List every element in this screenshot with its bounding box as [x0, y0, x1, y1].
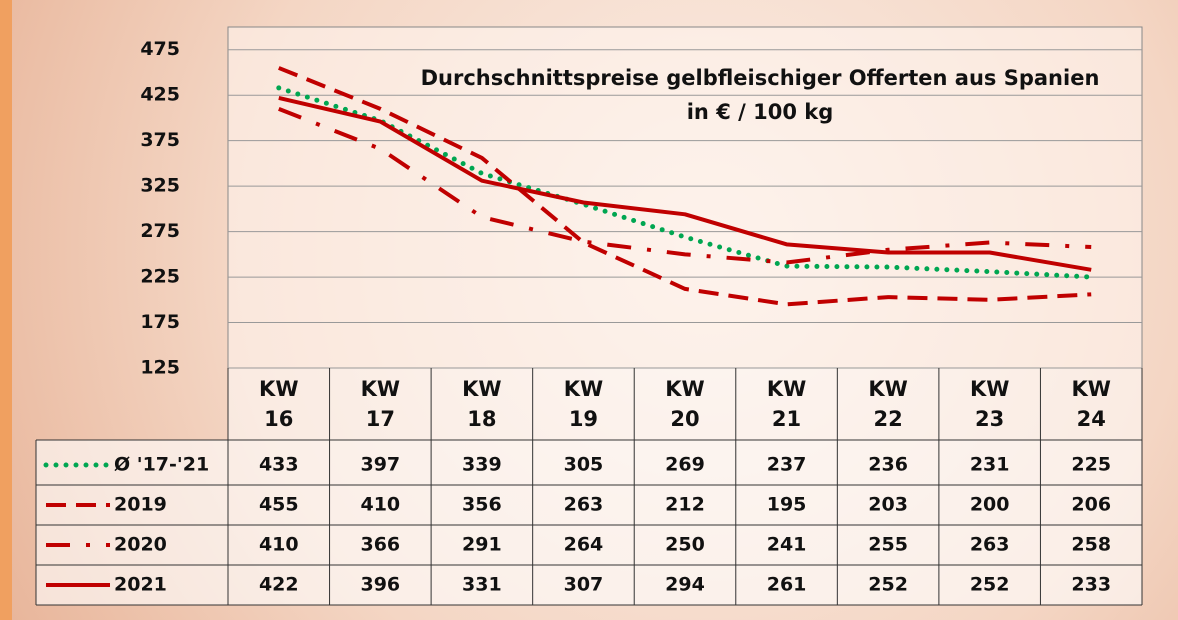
table-value: 305 [564, 454, 604, 476]
table-value: 212 [665, 494, 705, 516]
table-value: 250 [665, 534, 705, 556]
table-value: 233 [1071, 574, 1111, 596]
table-value: 231 [970, 454, 1010, 476]
table-header [228, 368, 1142, 440]
x-tick-label: KW 16 [259, 377, 299, 431]
x-tick-label: KW 24 [1071, 377, 1111, 431]
table-value: 252 [970, 574, 1010, 596]
legend-label: Ø '17-'21 [114, 454, 209, 476]
y-tick-label: 325 [140, 175, 180, 197]
table-value: 200 [970, 494, 1010, 516]
table-value: 331 [462, 574, 502, 596]
y-tick-label: 425 [140, 84, 180, 106]
y-tick-label: 275 [140, 220, 180, 242]
x-tick-label: KW 19 [563, 377, 604, 431]
y-tick-label: 375 [140, 129, 180, 151]
table-value: 396 [360, 574, 400, 596]
series-line [276, 85, 1094, 280]
table-value: 307 [564, 574, 604, 596]
chart-subtitle: in € / 100 kg [687, 100, 834, 124]
x-tick-label: KW 20 [665, 377, 705, 431]
table-value: 433 [259, 454, 299, 476]
y-tick-label: 175 [140, 311, 180, 333]
x-tick-label: KW 18 [462, 377, 502, 431]
y-tick-label: 475 [140, 38, 180, 60]
plot-area [227, 26, 1143, 369]
table-value: 263 [970, 534, 1010, 556]
table-value: 294 [665, 574, 705, 596]
table-value: 263 [564, 494, 604, 516]
table-value: 291 [462, 534, 502, 556]
table-value: 410 [259, 534, 299, 556]
table-value: 422 [259, 574, 299, 596]
series-line [278, 95, 1092, 272]
table-area [36, 440, 1142, 605]
series-line [278, 106, 1092, 265]
table-value: 255 [868, 534, 908, 556]
table-value: 269 [665, 454, 705, 476]
table-value: 261 [767, 574, 807, 596]
legend-label: 2021 [114, 574, 167, 596]
table-value: 203 [868, 494, 908, 516]
table-value: 206 [1071, 494, 1111, 516]
table-value: 410 [360, 494, 400, 516]
table-value: 252 [868, 574, 908, 596]
x-tick-label: KW 23 [969, 377, 1010, 431]
table-value: 241 [767, 534, 807, 556]
chart-title: Durchschnittspreise gelbfleischiger Offe… [421, 66, 1100, 90]
table-value: 339 [462, 454, 502, 476]
x-tick-label: KW 21 [766, 377, 807, 431]
table-value: 264 [564, 534, 604, 556]
table-value: 237 [767, 454, 807, 476]
legend-label: 2019 [114, 494, 167, 516]
table-value: 356 [462, 494, 502, 516]
y-tick-label: 225 [140, 266, 180, 288]
table-value: 225 [1071, 454, 1111, 476]
table-value: 258 [1071, 534, 1111, 556]
table-value: 195 [767, 494, 807, 516]
y-tick-label: 125 [140, 357, 180, 379]
table-value: 397 [360, 454, 400, 476]
series-line [278, 66, 1092, 307]
table-value: 236 [868, 454, 908, 476]
table-value: 455 [259, 494, 299, 516]
x-tick-label: KW 17 [360, 377, 401, 431]
legend-label: 2020 [114, 534, 167, 556]
table-value: 366 [360, 534, 400, 556]
left-border [0, 0, 12, 620]
x-tick-label: KW 22 [868, 377, 908, 431]
